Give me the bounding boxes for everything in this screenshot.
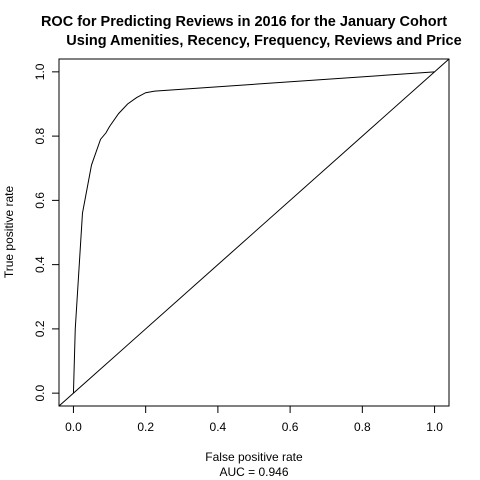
- x-axis-label: False positive rate: [205, 450, 303, 464]
- x-tick-label: 1.0: [426, 420, 443, 434]
- x-tick-label: 0.4: [210, 420, 227, 434]
- chart-title: ROC for Predicting Reviews in 2016 for t…: [41, 14, 447, 30]
- y-tick-label: 0.2: [33, 320, 47, 337]
- x-tick-label: 0.8: [354, 420, 371, 434]
- x-tick-label: 0.0: [65, 420, 82, 434]
- diagonal-reference-line: [58, 58, 450, 407]
- y-axis-label: True positive rate: [2, 186, 16, 279]
- x-axis-ticks: 0.0 0.2 0.4 0.6 0.8 1.0: [65, 406, 443, 434]
- y-tick-label: 0.8: [33, 127, 47, 144]
- auc-annotation: AUC = 0.946: [219, 465, 288, 479]
- y-tick-label: 0.0: [33, 384, 47, 401]
- x-tick-label: 0.2: [137, 420, 154, 434]
- y-tick-label: 1.0: [33, 63, 47, 80]
- x-tick-label: 0.6: [282, 420, 299, 434]
- y-axis-ticks: 0.0 0.2 0.4 0.6 0.8 1.0: [33, 63, 59, 401]
- roc-curve-line: [72, 71, 435, 394]
- y-tick-label: 0.4: [33, 256, 47, 273]
- chart-subtitle: Using Amenities, Recency, Frequency, Rev…: [66, 33, 461, 49]
- plot-area-frame: [58, 58, 450, 407]
- y-tick-label: 0.6: [33, 192, 47, 209]
